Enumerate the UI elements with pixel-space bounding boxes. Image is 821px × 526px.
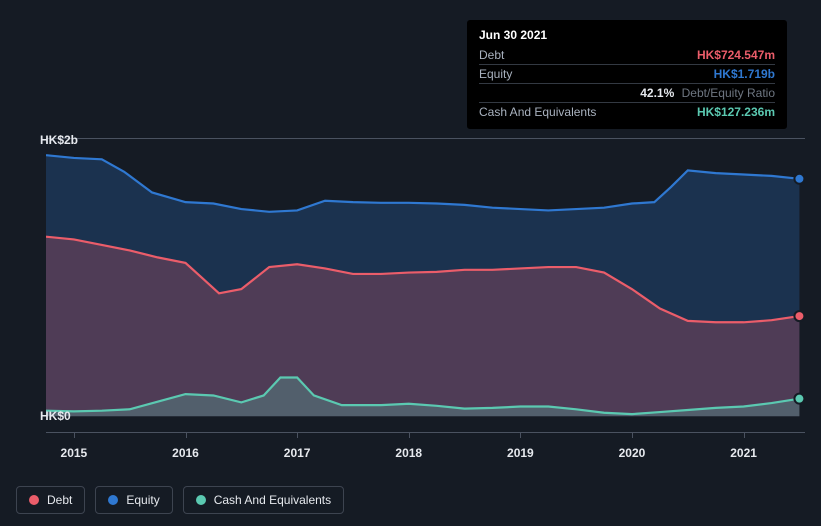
x-tick-label: 2017: [284, 446, 311, 460]
x-tick-mark: [74, 432, 75, 438]
y-tick-label: HK$0: [40, 409, 46, 423]
tooltip-row: Debt HK$724.547m: [479, 46, 775, 64]
tooltip-suffix: Debt/Equity Ratio: [678, 86, 775, 100]
legend-label: Cash And Equivalents: [214, 493, 331, 507]
legend-item-cash[interactable]: Cash And Equivalents: [183, 486, 344, 514]
debt-equity-chart: HK$0 HK$2b 2015 2016 2017 2018 2019 2020 2021: [16, 120, 805, 470]
x-tick-label: 2020: [619, 446, 646, 460]
x-tick-label: 2019: [507, 446, 534, 460]
chart-tooltip: Jun 30 2021 Debt HK$724.547m Equity HK$1.71…: [467, 20, 787, 129]
gridline-top: [46, 138, 805, 139]
legend-label: Debt: [47, 493, 72, 507]
tooltip-date: Jun 30 2021: [479, 28, 775, 46]
chart-svg: [46, 140, 805, 430]
end-dot-cash: [794, 394, 804, 404]
x-axis: 2015 2016 2017 2018 2019 2020 2021: [46, 440, 805, 460]
legend-swatch: [108, 495, 118, 505]
y-tick-label: HK$2b: [40, 133, 46, 147]
plot-area[interactable]: [46, 140, 805, 430]
tooltip-rows: Debt HK$724.547m Equity HK$1.719b 42.1% Debt…: [479, 46, 775, 121]
tooltip-value: HK$127.236m: [697, 105, 775, 119]
x-tick-mark: [632, 432, 633, 438]
x-tick-mark: [297, 432, 298, 438]
legend-label: Equity: [126, 493, 159, 507]
tooltip-label: Cash And Equivalents: [479, 105, 596, 119]
x-tick-mark: [744, 432, 745, 438]
tooltip-row: 42.1% Debt/Equity Ratio: [479, 83, 775, 102]
legend-item-equity[interactable]: Equity: [95, 486, 172, 514]
x-tick-label: 2021: [730, 446, 757, 460]
tooltip-value: 42.1% Debt/Equity Ratio: [640, 86, 775, 100]
legend-item-debt[interactable]: Debt: [16, 486, 85, 514]
x-tick-mark: [520, 432, 521, 438]
x-tick-mark: [409, 432, 410, 438]
gridline-bottom: [46, 432, 805, 433]
x-tick-mark: [186, 432, 187, 438]
chart-legend: Debt Equity Cash And Equivalents: [16, 486, 344, 514]
tooltip-row: Equity HK$1.719b: [479, 64, 775, 83]
tooltip-label: Equity: [479, 67, 512, 81]
tooltip-value: HK$724.547m: [697, 48, 775, 62]
end-dot-equity: [794, 174, 804, 184]
x-tick-label: 2015: [61, 446, 88, 460]
tooltip-label: Debt: [479, 48, 504, 62]
legend-swatch: [196, 495, 206, 505]
end-dot-debt: [794, 311, 804, 321]
legend-swatch: [29, 495, 39, 505]
tooltip-value: HK$1.719b: [714, 67, 775, 81]
x-tick-label: 2016: [172, 446, 199, 460]
x-tick-label: 2018: [395, 446, 422, 460]
tooltip-row: Cash And Equivalents HK$127.236m: [479, 102, 775, 121]
